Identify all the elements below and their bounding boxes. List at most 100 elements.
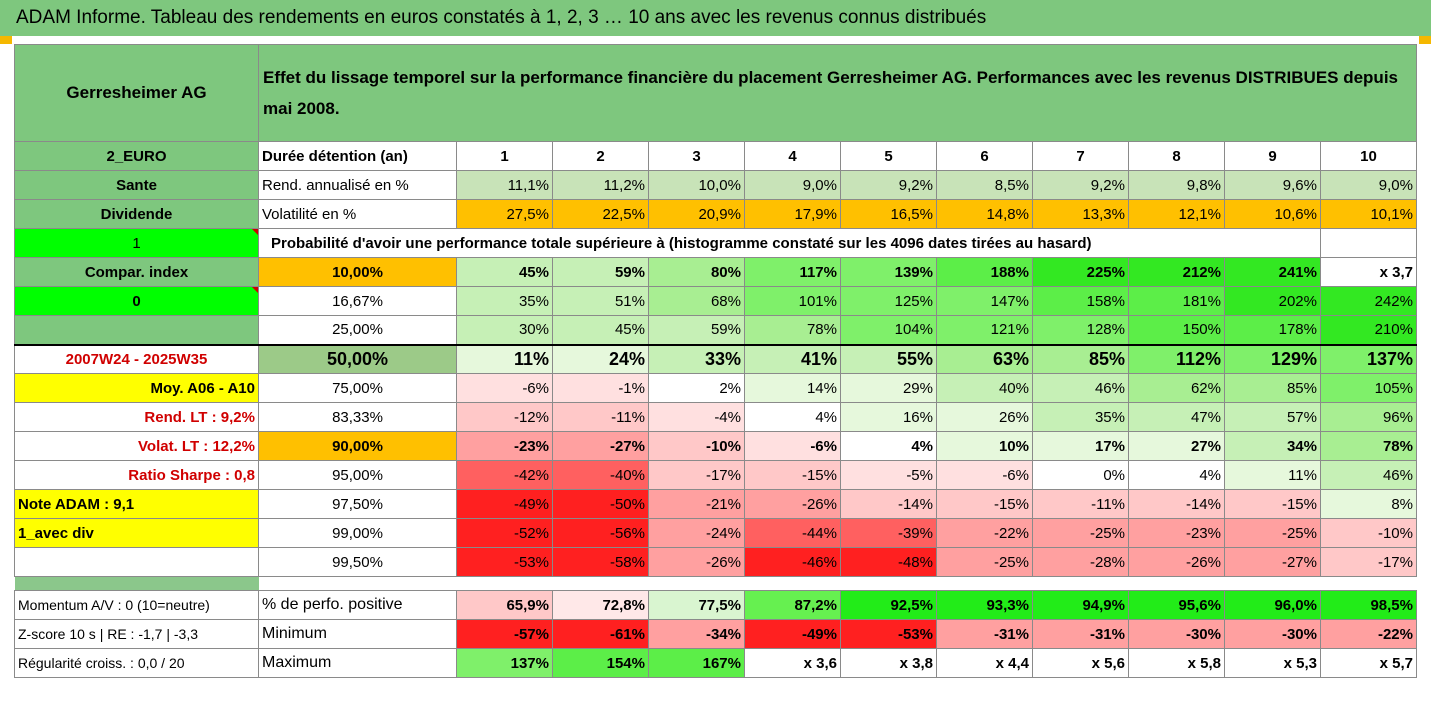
probability-cell: -6% — [456, 373, 553, 403]
summary-cell: -30% — [1224, 619, 1321, 649]
summary-cell: 167% — [648, 648, 745, 678]
probability-cell: -44% — [744, 518, 841, 548]
probability-cell: -17% — [1320, 547, 1417, 577]
summary-cell: x 4,4 — [936, 648, 1033, 678]
summary-cell: 65,9% — [456, 590, 553, 620]
probability-cell: 4% — [840, 431, 937, 461]
summary-cell: 77,5% — [648, 590, 745, 620]
probability-cell: 4% — [1128, 460, 1225, 490]
probability-cell: 33% — [648, 343, 745, 374]
table-row: 25,00% 30% 45% 59% 78% 104% 121% 128% 150% 178% 21… — [14, 315, 1417, 345]
probability-cell: 55% — [840, 343, 937, 374]
probability-cell: -1% — [552, 373, 649, 403]
side-label: 2_EURO — [14, 141, 259, 171]
summary-cell: x 3,6 — [744, 648, 841, 678]
probability-cell: 112% — [1128, 343, 1225, 374]
table-row: 99,50% -53% -58% -26% -46% -48% -25% -28% -26% -2… — [14, 547, 1417, 577]
probability-cell: 11% — [1224, 460, 1321, 490]
summary-cell: -31% — [1032, 619, 1129, 649]
year-header: 1 — [456, 141, 553, 171]
threshold-cell: 75,00% — [258, 373, 457, 403]
probability-cell: 68% — [648, 286, 745, 316]
probability-cell: 46% — [1320, 460, 1417, 490]
summary-cell: 96,0% — [1224, 590, 1321, 620]
probability-cell: 181% — [1128, 286, 1225, 316]
year-header: 7 — [1032, 141, 1129, 171]
summary-cell: 72,8% — [552, 590, 649, 620]
probability-cell: 0% — [1032, 460, 1129, 490]
table-row — [14, 576, 1417, 591]
annual-return-cell: 9,2% — [840, 170, 937, 200]
probability-cell: 242% — [1320, 286, 1417, 316]
probability-cell: -6% — [744, 431, 841, 461]
table-description: Effet du lissage temporel sur la perform… — [258, 44, 1417, 142]
probability-cell: 10% — [936, 431, 1033, 461]
volatility-cell: 10,6% — [1224, 199, 1321, 229]
annual-return-cell: 9,8% — [1128, 170, 1225, 200]
summary-cell: -57% — [456, 619, 553, 649]
threshold-cell: 50,00% — [258, 343, 457, 374]
table-row: Z-score 10 s | RE : -1,7 | -3,3 Minimum -5… — [14, 619, 1417, 649]
side-label: 1_avec div — [14, 518, 259, 548]
annual-return-cell: 9,0% — [744, 170, 841, 200]
probability-cell: -50% — [552, 489, 649, 519]
probability-cell: x 3,7 — [1320, 257, 1417, 287]
summary-cell: -22% — [1320, 619, 1417, 649]
probability-cell: 57% — [1224, 402, 1321, 432]
volatility-cell: 16,5% — [840, 199, 937, 229]
probability-cell: -27% — [1224, 547, 1321, 577]
probability-cell: -22% — [936, 518, 1033, 548]
probability-cell: -11% — [552, 402, 649, 432]
table-row: Rend. LT : 9,2% 83,33% -12% -11% -4% 4% 16% 26%… — [14, 402, 1417, 432]
probability-cell: 178% — [1224, 315, 1321, 345]
corner-marker-left — [0, 36, 12, 44]
probability-cell: 96% — [1320, 402, 1417, 432]
probability-cell: 63% — [936, 343, 1033, 374]
probability-cell: -6% — [936, 460, 1033, 490]
probability-cell: -25% — [1224, 518, 1321, 548]
probability-cell: 137% — [1320, 343, 1417, 374]
probability-cell: 27% — [1128, 431, 1225, 461]
row-title: % de perfo. positive — [258, 590, 457, 620]
probability-cell: 241% — [1224, 257, 1321, 287]
probability-cell: 78% — [744, 315, 841, 345]
probability-cell: -24% — [648, 518, 745, 548]
probability-cell: -25% — [936, 547, 1033, 577]
summary-cell: 154% — [552, 648, 649, 678]
annual-return-cell: 11,2% — [552, 170, 649, 200]
probability-cell: 16% — [840, 402, 937, 432]
probability-cell: -10% — [648, 431, 745, 461]
row-title: Rend. annualisé en % — [258, 170, 457, 200]
annual-return-cell: 10,0% — [648, 170, 745, 200]
side-label: 0 — [14, 286, 259, 316]
threshold-cell: 95,00% — [258, 460, 457, 490]
probability-cell: 101% — [744, 286, 841, 316]
probability-cell: -10% — [1320, 518, 1417, 548]
table-row: 1 Probabilité d'avoir une performance tot… — [14, 228, 1417, 258]
probability-cell: 80% — [648, 257, 745, 287]
side-label: 2007W24 - 2025W35 — [14, 343, 259, 374]
probability-cell: 150% — [1128, 315, 1225, 345]
probability-cell: -27% — [552, 431, 649, 461]
row-title: Maximum — [258, 648, 457, 678]
probability-cell: -42% — [456, 460, 553, 490]
table-row: Moy. A06 - A10 75,00% -6% -1% 2% 14% 29% 40% 46%… — [14, 373, 1417, 403]
summary-cell: 92,5% — [840, 590, 937, 620]
volatility-cell: 22,5% — [552, 199, 649, 229]
annual-return-cell: 8,5% — [936, 170, 1033, 200]
probability-cell: -14% — [840, 489, 937, 519]
probability-cell: -56% — [552, 518, 649, 548]
probability-cell: 212% — [1128, 257, 1225, 287]
year-header: 9 — [1224, 141, 1321, 171]
probability-cell: 26% — [936, 402, 1033, 432]
side-label: Moy. A06 - A10 — [14, 373, 259, 403]
side-label: Dividende — [14, 199, 259, 229]
year-header: 4 — [744, 141, 841, 171]
probability-cell: 40% — [936, 373, 1033, 403]
annual-return-cell: 9,0% — [1320, 170, 1417, 200]
summary-cell: x 3,8 — [840, 648, 937, 678]
year-header: 5 — [840, 141, 937, 171]
probability-cell: 4% — [744, 402, 841, 432]
company-name-cell: Gerresheimer AG — [14, 44, 259, 142]
side-label — [14, 547, 259, 577]
